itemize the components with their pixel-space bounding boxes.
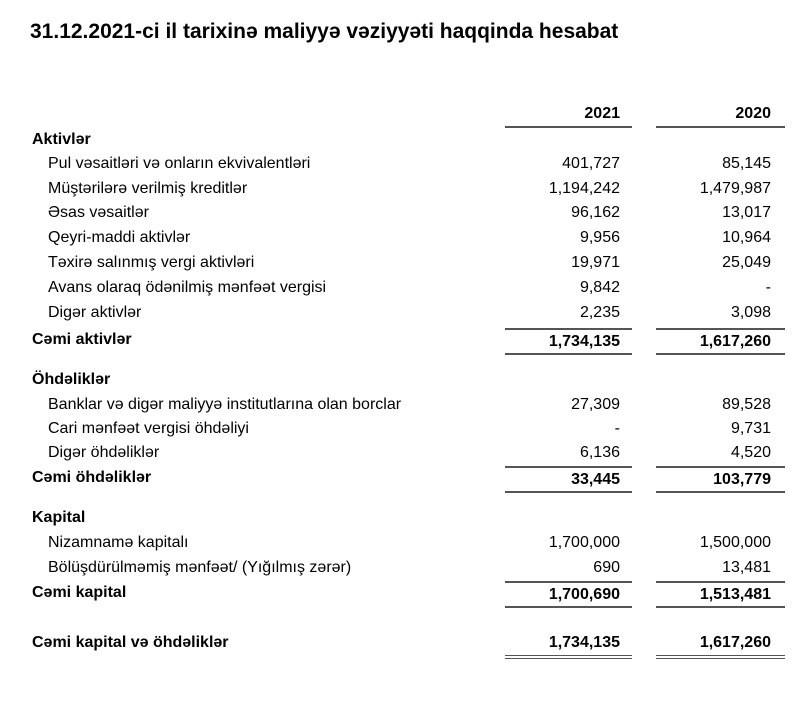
value-2021: 9,842: [579, 279, 620, 296]
table-row: Digər aktivlər 2,235 3,098: [0, 301, 800, 325]
table-row: Nizamnamə kapitalı 1,700,000 1,500,000: [0, 531, 800, 555]
row-label: Cəmi kapital: [32, 584, 127, 601]
table-row: Pul vəsaitləri və onların ekvivalentləri…: [0, 152, 800, 176]
row-label: Pul vəsaitləri və onların ekvivalentləri: [48, 155, 311, 172]
value-2021: 2,235: [579, 304, 620, 321]
value-2020: 4,520: [730, 444, 771, 461]
table-row: Qeyri-maddi aktivlər 9,956 10,964: [0, 226, 800, 250]
value-2021: 1,734,135: [505, 328, 632, 355]
value-2020: 13,481: [722, 559, 771, 576]
row-label: Müştərilərə verilmiş kreditlər: [48, 180, 248, 197]
row-label: Kapital: [32, 509, 86, 526]
value-2020: 13,017: [722, 204, 771, 221]
section-header: Aktivlər: [0, 128, 800, 152]
table-row: Avans olaraq ödənilmiş mənfəət vergisi 9,…: [0, 276, 800, 300]
total-row: Cəmi aktivlər 1,734,135 1,617,260: [0, 328, 800, 355]
row-label: Cəmi aktivlər: [32, 331, 132, 348]
table-row: Bölüşdürülməmiş mənfəət/ (Yığılmış zərər…: [0, 556, 800, 580]
value-2021: 27,309: [571, 396, 620, 413]
column-header-row: 2021 2020: [0, 102, 800, 128]
row-label: Bölüşdürülməmiş mənfəət/ (Yığılmış zərər…: [48, 559, 352, 576]
table-row: Cari mənfəət vergisi öhdəliyi - 9,731: [0, 417, 800, 441]
value-2021: 96,162: [571, 204, 620, 221]
row-label: Cəmi kapital və öhdəliklər: [32, 634, 229, 651]
table-row: Digər öhdəliklər 6,136 4,520: [0, 441, 800, 465]
value-2020: 103,779: [656, 466, 785, 493]
value-2020: 1,617,260: [656, 328, 785, 355]
column-header-2020: 2020: [656, 102, 785, 128]
table-row: Təxirə salınmış vergi aktivləri 19,971 25,…: [0, 251, 800, 275]
row-label: Avans olaraq ödənilmiş mənfəət vergisi: [48, 279, 327, 296]
value-2021: 401,727: [562, 155, 620, 172]
page-title: 31.12.2021-ci il tarixinə maliyyə vəziyy…: [30, 20, 619, 43]
section-header: Öhdəliklər: [0, 368, 800, 392]
column-header-2021: 2021: [505, 102, 632, 128]
section-header: Kapital: [0, 506, 800, 530]
value-2021: 1,700,690: [505, 581, 632, 608]
value-2021: 33,445: [505, 466, 632, 493]
value-2020: 10,964: [722, 229, 771, 246]
value-2021: 690: [593, 559, 620, 576]
total-row: Cəmi öhdəliklər 33,445 103,779: [0, 466, 800, 493]
value-2021: 1,194,242: [548, 180, 620, 197]
value-2021: 9,956: [579, 229, 620, 246]
row-label: Öhdəliklər: [32, 371, 111, 388]
value-2021: 6,136: [579, 444, 620, 461]
total-row: Cəmi kapital və öhdəliklər 1,734,135 1,617…: [0, 631, 800, 659]
value-2021: -: [614, 420, 620, 437]
row-label: Digər aktivlər: [48, 304, 142, 321]
row-label: Nizamnamə kapitalı: [48, 534, 189, 551]
value-2020: 9,731: [730, 420, 771, 437]
row-label: Qeyri-maddi aktivlər: [48, 229, 191, 246]
row-label: Cari mənfəət vergisi öhdəliyi: [48, 420, 249, 437]
value-2021: 1,700,000: [548, 534, 620, 551]
value-2020: 25,049: [722, 254, 771, 271]
row-label: Banklar və digər maliyyə institutlarına …: [48, 396, 402, 413]
value-2020: 1,617,260: [656, 631, 785, 659]
row-label: Əsas vəsaitlər: [48, 204, 149, 221]
table-row: Müştərilərə verilmiş kreditlər 1,194,242 1…: [0, 177, 800, 201]
value-2020: 89,528: [722, 396, 771, 413]
row-label: Təxirə salınmış vergi aktivləri: [48, 254, 255, 271]
row-label: Digər öhdəliklər: [48, 444, 160, 461]
total-row: Cəmi kapital 1,700,690 1,513,481: [0, 581, 800, 608]
value-2020: 3,098: [730, 304, 771, 321]
row-label: Cəmi öhdəliklər: [32, 469, 152, 486]
value-2020: 1,500,000: [699, 534, 771, 551]
row-label: Aktivlər: [32, 131, 91, 148]
value-2020: 1,479,987: [699, 180, 771, 197]
value-2020: 1,513,481: [656, 581, 785, 608]
value-2021: 1,734,135: [505, 631, 632, 659]
value-2021: 19,971: [571, 254, 620, 271]
table-row: Banklar və digər maliyyə institutlarına …: [0, 393, 800, 417]
table-row: Əsas vəsaitlər 96,162 13,017: [0, 201, 800, 225]
value-2020: -: [765, 279, 771, 296]
value-2020: 85,145: [722, 155, 771, 172]
